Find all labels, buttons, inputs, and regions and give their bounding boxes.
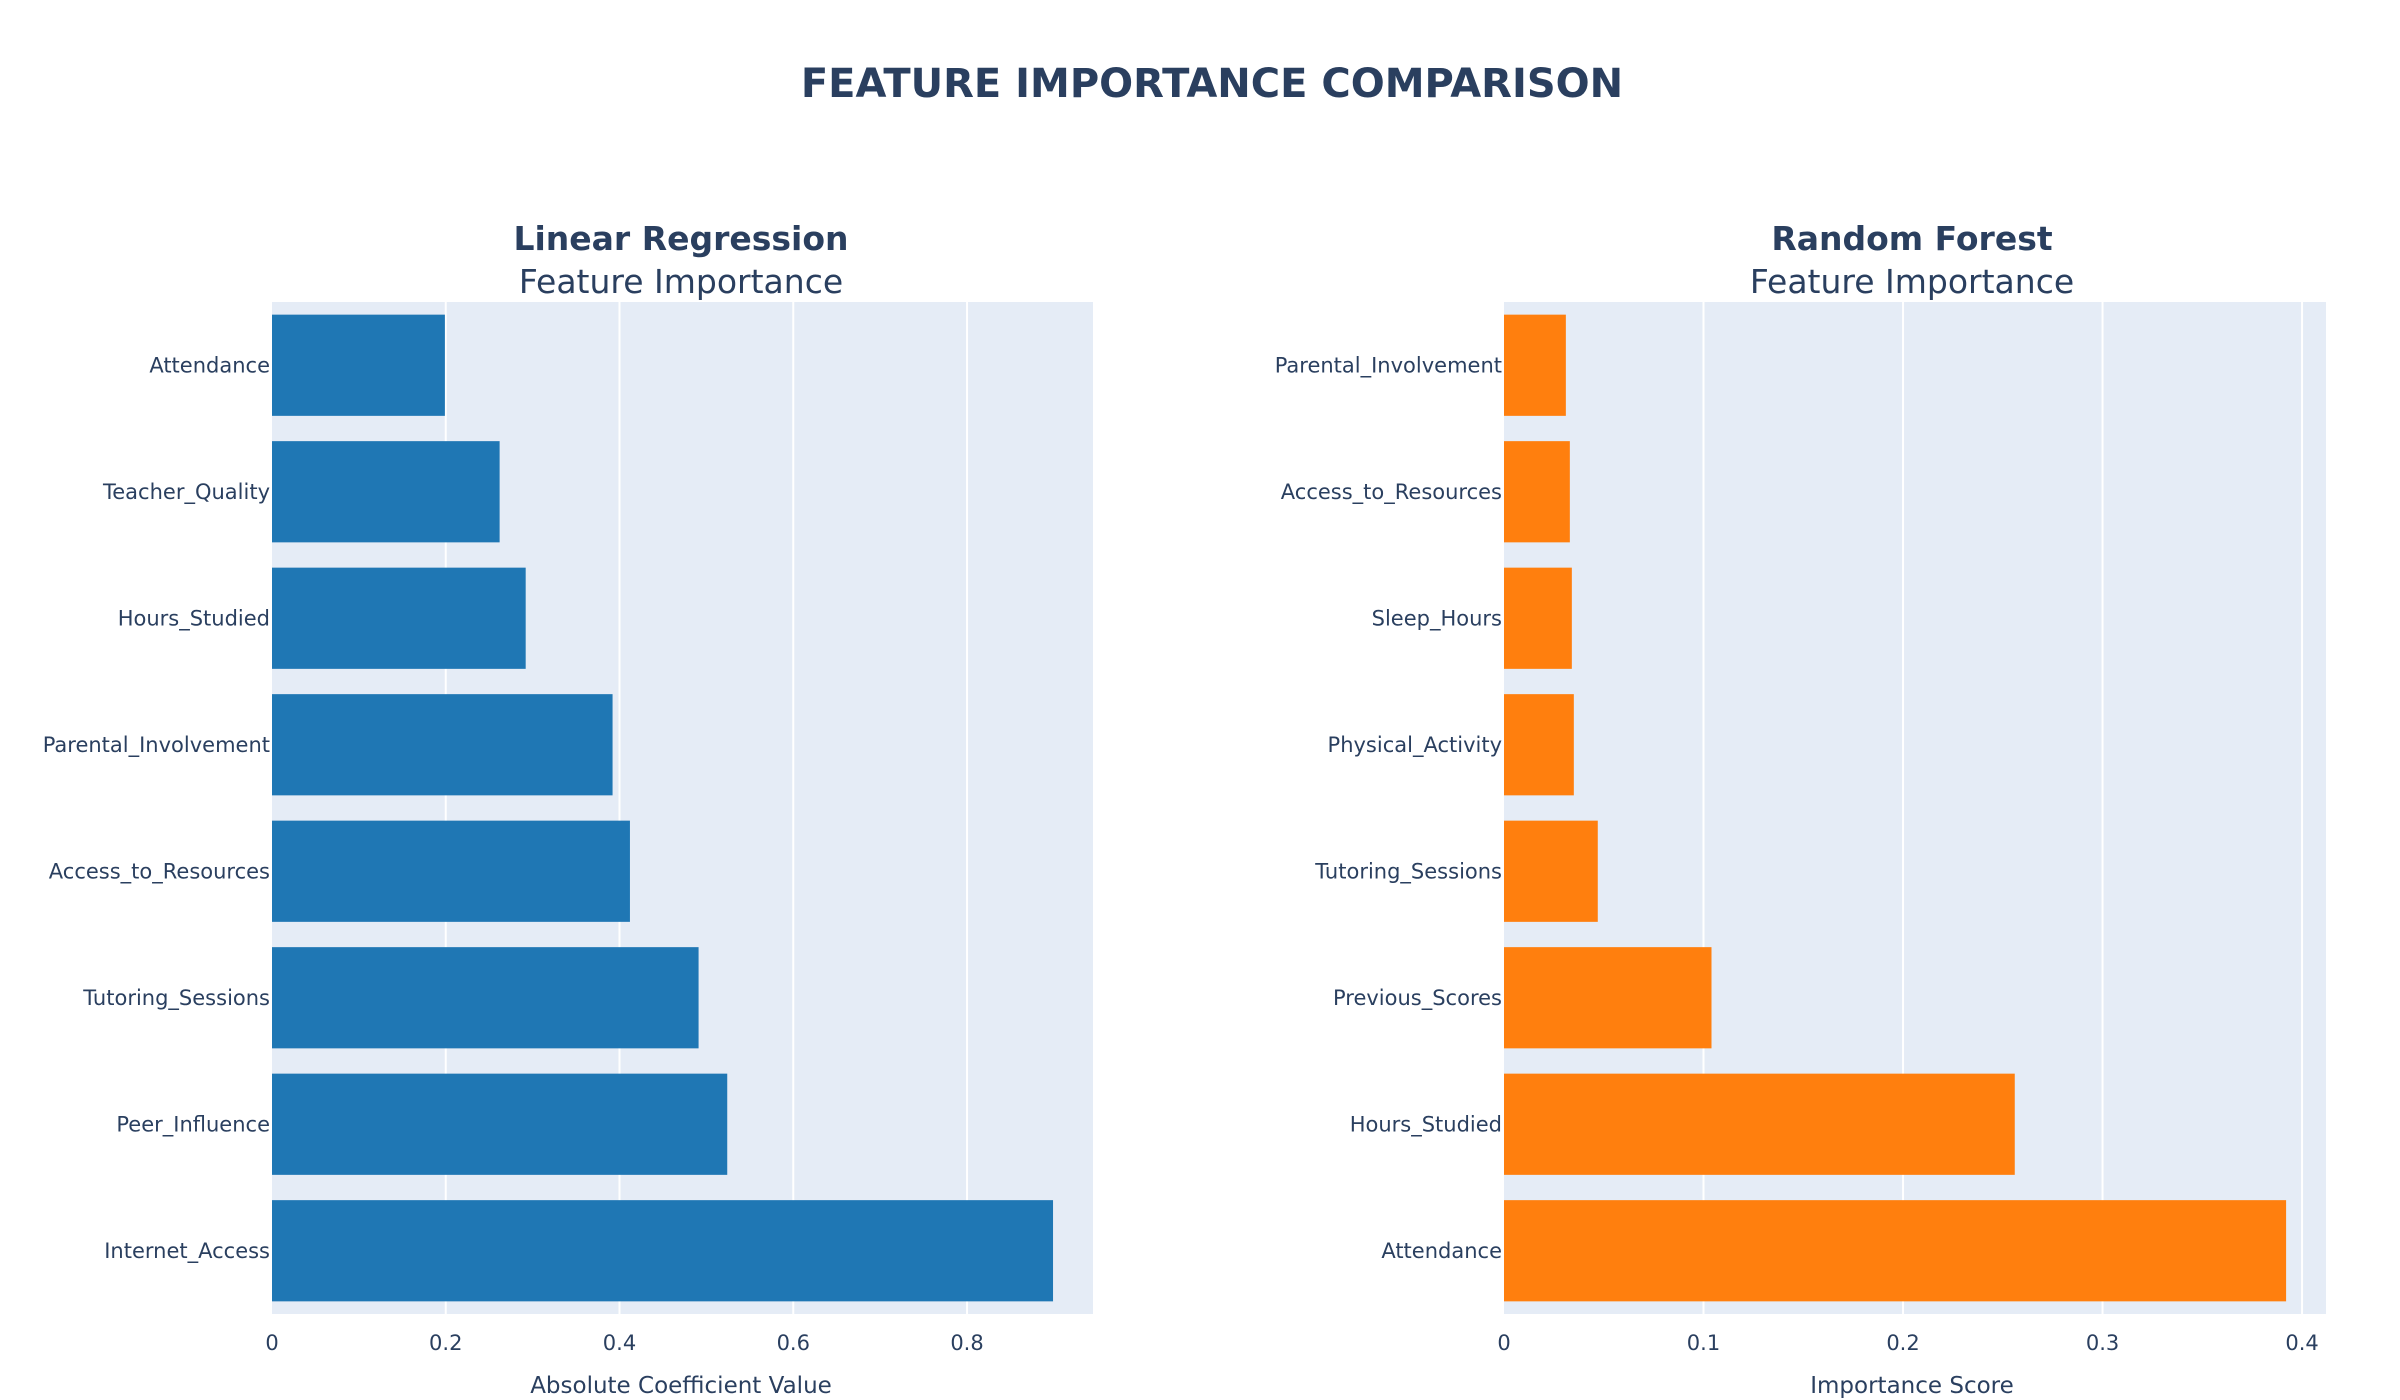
linear-regression-bar-tutoring-sessions xyxy=(272,947,699,1049)
linear-regression-panel: 0 0.2 0.4 0.6 0.8 Attendance Teacher_Quality Ho… xyxy=(43,219,1093,1399)
linear-regression-category-label: Peer_Influence xyxy=(116,1112,270,1137)
random-forest-x-tick-label: 0.4 xyxy=(2285,1331,2318,1355)
random-forest-category-label: Parental_Involvement xyxy=(1275,353,1502,378)
linear-regression-category-label: Hours_Studied xyxy=(118,606,270,631)
random-forest-x-axis-title: Importance Score xyxy=(1810,1373,2014,1399)
linear-regression-plot-area: 0 0.2 0.4 0.6 0.8 Attendance Teacher_Quality Ho… xyxy=(43,302,1093,1355)
linear-regression-category-label: Teacher_Quality xyxy=(102,480,270,505)
linear-regression-category-label: Parental_Involvement xyxy=(43,733,270,758)
random-forest-category-label: Attendance xyxy=(1381,1239,1502,1263)
linear-regression-bar-teacher-quality xyxy=(272,441,500,543)
linear-regression-x-axis-title: Absolute Coefficient Value xyxy=(530,1373,832,1399)
random-forest-panel: 0 0.1 0.2 0.3 0.4 Parental_Involvement Access_… xyxy=(1275,219,2326,1399)
random-forest-category-label: Tutoring_Sessions xyxy=(1314,859,1502,884)
linear-regression-category-label: Attendance xyxy=(149,353,270,377)
random-forest-plot-area: 0 0.1 0.2 0.3 0.4 Parental_Involvement Access_… xyxy=(1275,302,2326,1355)
linear-regression-x-tick-label: 0.4 xyxy=(603,1331,636,1355)
linear-regression-bar-peer-influence xyxy=(272,1073,728,1175)
chart-title: FEATURE IMPORTANCE COMPARISON xyxy=(801,61,1623,107)
linear-regression-category-label: Tutoring_Sessions xyxy=(82,986,270,1011)
random-forest-bar-previous-scores xyxy=(1504,947,1712,1049)
random-forest-bar-physical-activity xyxy=(1504,694,1574,796)
linear-regression-category-label: Access_to_Resources xyxy=(49,859,270,884)
linear-regression-x-tick-label: 0.8 xyxy=(950,1331,983,1355)
random-forest-category-label: Sleep_Hours xyxy=(1372,606,1502,631)
linear-regression-bar-attendance xyxy=(272,314,445,416)
random-forest-x-tick-label: 0.2 xyxy=(1886,1331,1919,1355)
random-forest-bar-access-to-resources xyxy=(1504,441,1570,543)
random-forest-category-label: Previous_Scores xyxy=(1333,986,1502,1011)
linear-regression-x-tick-label: 0 xyxy=(265,1331,278,1355)
linear-regression-category-label: Internet_Access xyxy=(104,1239,270,1264)
random-forest-category-label: Physical_Activity xyxy=(1328,733,1502,758)
linear-regression-subtitle: Feature Importance xyxy=(519,262,843,301)
random-forest-x-tick-label: 0 xyxy=(1497,1331,1510,1355)
random-forest-bar-tutoring-sessions xyxy=(1504,820,1598,922)
random-forest-x-tick-label: 0.3 xyxy=(2086,1331,2119,1355)
linear-regression-bar-hours-studied xyxy=(272,567,526,669)
random-forest-bar-hours-studied xyxy=(1504,1073,2015,1175)
linear-regression-bar-internet-access xyxy=(272,1200,1054,1302)
random-forest-bar-sleep-hours xyxy=(1504,567,1572,669)
random-forest-bar-attendance xyxy=(1504,1200,2287,1302)
random-forest-x-tick-label: 0.1 xyxy=(1687,1331,1720,1355)
linear-regression-x-tick-label: 0.2 xyxy=(429,1331,462,1355)
random-forest-subtitle: Feature Importance xyxy=(1750,262,2074,301)
linear-regression-title: Linear Regression xyxy=(513,219,848,258)
random-forest-title: Random Forest xyxy=(1771,219,2053,258)
linear-regression-bar-parental-involvement xyxy=(272,694,613,796)
linear-regression-x-tick-label: 0.6 xyxy=(777,1331,810,1355)
random-forest-category-label: Hours_Studied xyxy=(1350,1112,1502,1137)
random-forest-bar-parental-involvement xyxy=(1504,314,1566,416)
linear-regression-bar-access-to-resources xyxy=(272,820,630,922)
random-forest-category-label: Access_to_Resources xyxy=(1281,480,1502,505)
